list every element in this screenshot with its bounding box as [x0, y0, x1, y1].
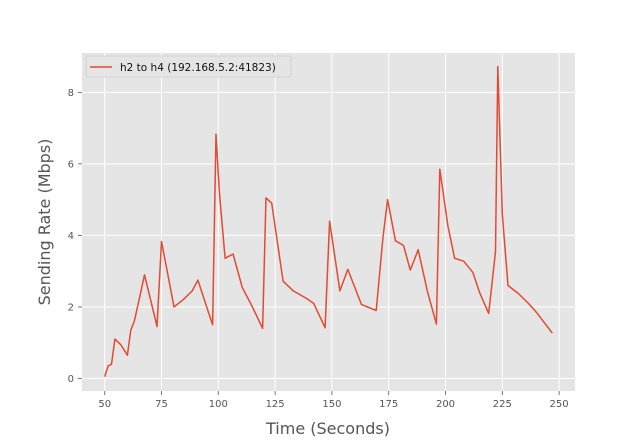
x-tick-label: 75	[155, 399, 168, 410]
y-tick-label: 4	[68, 231, 74, 242]
series-line	[103, 65, 553, 377]
x-axis-label: Time (Seconds)	[265, 419, 390, 438]
y-tick-label: 2	[68, 302, 74, 313]
legend-box	[85, 55, 292, 78]
x-tick-label: 100	[209, 399, 228, 410]
legend-label: h2 to h4 (192.168.5.2:41823)	[120, 62, 276, 74]
grid-lines	[82, 53, 575, 391]
x-tick-label: 200	[436, 399, 455, 410]
y-tick-label: 6	[68, 159, 74, 170]
x-tick-label: 150	[322, 399, 341, 410]
x-tick-label: 250	[550, 399, 569, 410]
x-tick-label: 125	[266, 399, 285, 410]
series-layer	[103, 65, 553, 377]
legend: h2 to h4 (192.168.5.2:41823)	[85, 55, 292, 78]
x-tick-label: 50	[98, 399, 111, 410]
y-tick-label: 0	[68, 374, 74, 385]
plot-area	[82, 53, 575, 391]
x-tick-label: 225	[493, 399, 512, 410]
x-axis-ticks: 50 75 100 125 150 175 200 225 250	[98, 391, 569, 410]
y-axis-ticks: 0 2 4 6 8	[68, 88, 82, 385]
x-tick-label: 175	[379, 399, 398, 410]
y-tick-label: 8	[68, 88, 74, 99]
y-axis-label: Sending Rate (Mbps)	[35, 139, 54, 306]
